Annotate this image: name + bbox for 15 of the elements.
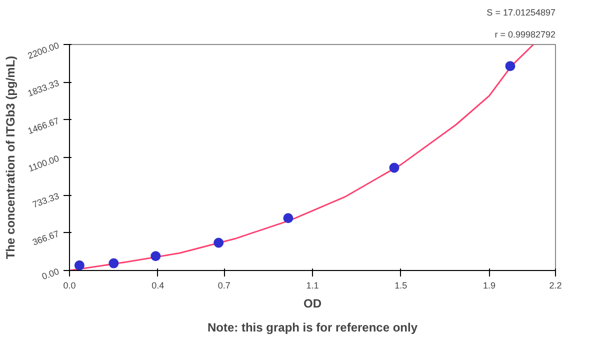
text: Note: this graph is for reference only <box>207 320 418 334</box>
x-tick-label: 2.2 <box>549 280 562 290</box>
x-tick-label: 1.1 <box>306 280 319 290</box>
x-tick-label: 0.0 <box>63 280 76 290</box>
y-axis-title: The concentration of ITGb3 (pg/mL) <box>4 56 18 260</box>
text: S = 17.01254897 <box>486 8 556 18</box>
y-tick-label: 366.67 <box>31 228 60 248</box>
x-tick-label: 1.5 <box>394 280 408 290</box>
x-tick-label: 0.7 <box>218 280 230 290</box>
x-tick-label: 1.9 <box>482 280 496 290</box>
x-axis-title: OD <box>304 296 322 310</box>
text: r = 0.99982792 <box>494 30 556 40</box>
y-tick-label: 733.33 <box>31 190 60 210</box>
x-tick-label: 0.4 <box>152 280 164 290</box>
y-tick-label: 0.00 <box>40 266 60 282</box>
